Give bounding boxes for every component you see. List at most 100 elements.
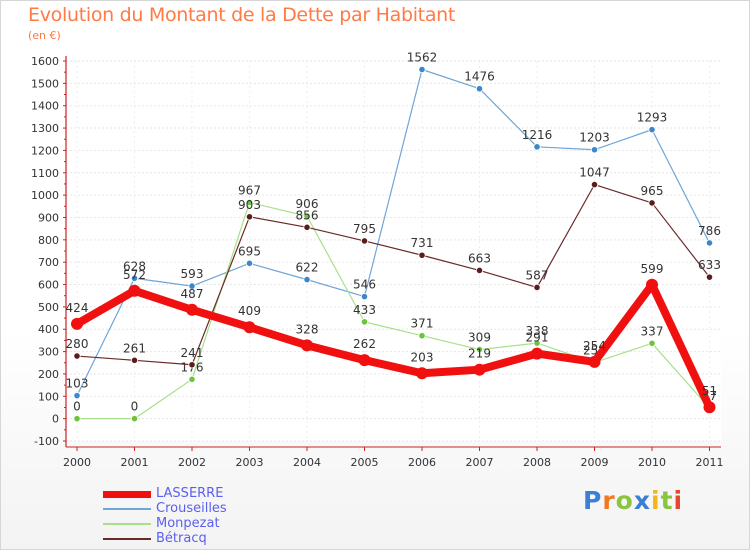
legend-label: Bétracq	[156, 531, 207, 546]
data-point-betracq	[418, 251, 426, 259]
data-label-lasserre: 51	[702, 384, 717, 398]
legend-swatch	[103, 538, 151, 540]
data-label-betracq: 633	[698, 258, 721, 272]
x-tick-label: 2008	[523, 456, 551, 469]
data-label-crouseilles: 593	[181, 267, 204, 281]
data-point-betracq	[475, 266, 484, 275]
data-point-crouseilles	[418, 65, 426, 74]
data-point-lasserre	[473, 363, 486, 376]
data-label-crouseilles: 695	[238, 244, 261, 258]
data-label-crouseilles: 628	[123, 259, 146, 273]
series-line-lasserre	[73, 280, 714, 412]
y-tick-label: 100	[38, 390, 59, 403]
data-point-lasserre	[531, 347, 543, 360]
proxiti-logo: Proxiti	[583, 486, 683, 515]
x-tick-label: 2001	[121, 456, 149, 469]
x-tick-label: 2011	[696, 456, 724, 469]
chart-title: Evolution du Montant de la Dette par Hab…	[28, 4, 456, 26]
data-point-betracq	[533, 283, 541, 292]
data-point-lasserre	[301, 339, 313, 352]
data-label-monpezat: 371	[411, 317, 434, 331]
data-label-lasserre: 572	[123, 268, 146, 282]
data-label-crouseilles: 103	[66, 377, 89, 391]
data-point-betracq	[245, 213, 254, 221]
x-tick-label: 2002	[178, 456, 206, 469]
data-label-lasserre: 219	[468, 347, 491, 361]
y-tick-label: 1500	[31, 77, 59, 90]
data-point-betracq	[590, 181, 599, 189]
data-point-lasserre	[358, 354, 371, 367]
data-label-betracq: 965	[641, 184, 664, 198]
x-tick-label: 2005	[351, 456, 379, 469]
data-point-monpezat	[245, 198, 254, 207]
x-tick-label: 2004	[293, 456, 321, 469]
data-point-crouseilles	[590, 146, 599, 154]
data-point-lasserre	[186, 303, 198, 316]
data-label-betracq: 663	[468, 251, 491, 265]
data-label-crouseilles: 1476	[464, 70, 495, 84]
data-label-betracq: 795	[353, 222, 376, 236]
y-tick-label: 400	[38, 323, 59, 336]
y-tick-label: 500	[38, 301, 59, 314]
logo-letter: x	[633, 486, 651, 515]
data-point-betracq	[73, 352, 81, 360]
data-label-lasserre: 262	[353, 337, 376, 351]
data-point-crouseilles	[130, 274, 139, 282]
data-point-betracq	[648, 199, 656, 207]
data-label-crouseilles: 1203	[579, 131, 610, 145]
y-tick-label: 1300	[31, 122, 59, 135]
data-point-crouseilles	[73, 392, 81, 400]
data-label-betracq: 731	[411, 236, 434, 250]
logo-letter: t	[660, 486, 674, 515]
y-tick-label: 1400	[31, 100, 59, 113]
data-label-betracq: 587	[526, 268, 549, 282]
data-point-monpezat	[533, 339, 541, 347]
data-label-betracq: 241	[181, 346, 204, 360]
series-line-betracq	[76, 184, 711, 366]
y-grid	[66, 60, 721, 442]
data-point-lasserre	[71, 317, 83, 330]
data-label-betracq: 856	[296, 208, 319, 222]
y-tick-label: 700	[38, 256, 59, 269]
y-tick-label: 1000	[31, 189, 59, 202]
data-point-lasserre	[703, 401, 716, 414]
legend-label: Crouseilles	[156, 501, 227, 516]
data-point-monpezat	[648, 339, 656, 347]
data-point-crouseilles	[360, 292, 369, 301]
data-point-lasserre	[588, 355, 601, 368]
data-label-crouseilles: 622	[296, 261, 319, 275]
y-tick-label: -100	[34, 435, 59, 448]
legend-swatch	[103, 523, 151, 525]
data-label-lasserre: 291	[526, 331, 549, 345]
data-label-lasserre: 203	[411, 350, 434, 364]
data-point-monpezat	[73, 415, 81, 423]
y-tick-label: 1100	[31, 167, 59, 180]
logo-letter: P	[583, 486, 603, 515]
data-point-lasserre	[646, 278, 658, 291]
data-label-crouseilles: 1562	[407, 50, 438, 64]
data-label-monpezat: 338	[526, 324, 549, 338]
data-point-lasserre	[416, 367, 428, 380]
data-label-monpezat: 906	[296, 197, 319, 211]
data-label-lasserre: 254	[583, 339, 606, 353]
y-tick-label: 600	[38, 279, 59, 292]
logo-letter: i	[673, 486, 684, 515]
y-tick-label: 900	[38, 211, 59, 224]
y-tick-label: 300	[38, 346, 59, 359]
data-point-crouseilles	[303, 276, 311, 284]
data-label-betracq: 261	[123, 341, 146, 355]
legend-label: LASSERRE	[156, 486, 224, 501]
series-line-monpezat	[76, 201, 711, 420]
data-point-betracq	[303, 223, 311, 231]
x-tick-label: 2007	[466, 456, 494, 469]
data-label-crouseilles: 1293	[637, 111, 668, 125]
data-point-monpezat	[418, 332, 426, 340]
data-label-monpezat: 0	[73, 400, 81, 414]
data-point-monpezat	[475, 345, 484, 354]
logo-letter: i	[651, 486, 661, 515]
data-label-lasserre: 328	[296, 322, 319, 336]
data-label-lasserre: 487	[181, 287, 204, 301]
data-label-monpezat: 433	[353, 303, 376, 317]
